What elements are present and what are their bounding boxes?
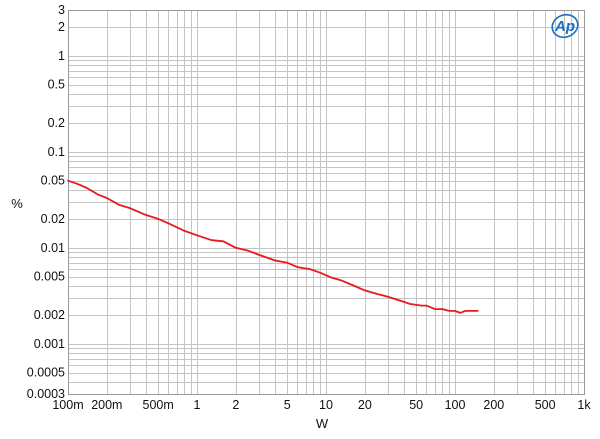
thd-n-series-line [67, 179, 479, 314]
logo-ring [551, 13, 579, 39]
y-tick-label: 3 [58, 3, 65, 17]
y-tick-label: 0.05 [41, 174, 65, 188]
y-tick-label: 0.5 [48, 78, 65, 92]
y-tick-labels: 3 2 1 0.5 0.2 0.1 0.05 0.02 0.01 0.005 0.002 0.001 0… [27, 3, 65, 401]
x-tick-label: 10 [319, 398, 333, 412]
x-tick-label: 20 [358, 398, 372, 412]
x-tick-label: 200 [483, 398, 504, 412]
y-tick-label: 2 [58, 20, 65, 34]
y-tick-label: 0.0005 [27, 366, 65, 380]
x-tick-label: 5 [284, 398, 291, 412]
x-tick-label: 500m [143, 398, 174, 412]
logo-text: Ap [554, 18, 575, 35]
y-tick-label: 0.2 [48, 116, 65, 130]
x-tick-label: 50 [409, 398, 423, 412]
x-tick-label: 100m [52, 398, 83, 412]
ap-logo-icon: Ap [551, 13, 579, 39]
x-tick-label: 1 [194, 398, 201, 412]
grid-lines [68, 10, 585, 395]
x-tick-labels: 100m 200m 500m 1 2 5 10 20 50 100 200 500 1k [52, 398, 591, 412]
y-tick-label: 0.1 [48, 145, 65, 159]
y-tick-label: 0.001 [34, 337, 65, 351]
series-layer [67, 179, 479, 314]
x-tick-label: 1k [577, 398, 591, 412]
x-axis-title: W [316, 416, 329, 431]
y-tick-label: 0.002 [34, 308, 65, 322]
y-tick-label: 0.005 [34, 270, 65, 284]
x-tick-label: 100 [445, 398, 466, 412]
y-tick-label: 1 [58, 49, 65, 63]
x-tick-label: 2 [232, 398, 239, 412]
plot-frame [68, 10, 585, 395]
x-tick-label: 500 [535, 398, 556, 412]
x-tick-label: 200m [91, 398, 122, 412]
y-tick-label: 0.0003 [27, 387, 65, 401]
y-axis-title: % [11, 196, 23, 211]
y-tick-label: 0.02 [41, 212, 65, 226]
y-tick-label: 0.01 [41, 241, 65, 255]
